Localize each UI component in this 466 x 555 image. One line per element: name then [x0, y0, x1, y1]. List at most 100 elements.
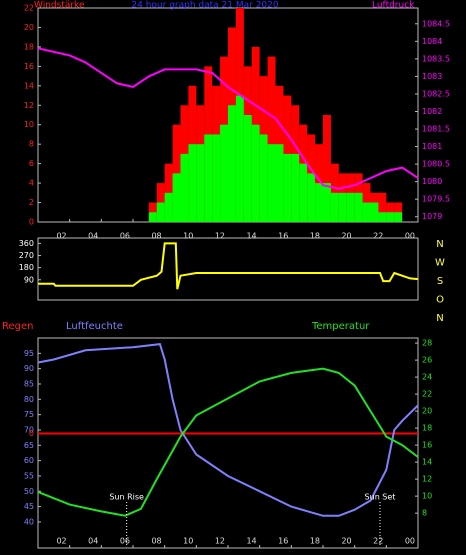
y-axis-label: Windstärke: [34, 1, 85, 11]
x-tick-label: 16: [278, 232, 288, 241]
wind-bar: [323, 183, 331, 222]
legend-humidity: Luftfeuchte: [66, 321, 123, 332]
y-tick-label: 90: [24, 275, 34, 284]
x-tick-label: 00: [405, 537, 415, 546]
y-tick-label: 50: [24, 487, 34, 496]
y-tick-label: 0: [29, 218, 34, 227]
wind-bar: [267, 56, 276, 222]
y-tick-label: 90: [24, 364, 34, 373]
wind-bar: [370, 202, 379, 222]
x-tick-label: 20: [341, 232, 351, 241]
y2-tick-label: 1082.5: [422, 89, 450, 98]
y-tick-label: 6: [29, 159, 34, 168]
y2-tick-label: 12: [422, 475, 432, 484]
wind-bar: [156, 202, 165, 222]
series-line: [37, 343, 419, 517]
x-tick-label: 22: [373, 537, 383, 546]
wind-bar: [386, 212, 395, 222]
y2-tick-label: 1083: [422, 72, 442, 81]
y-tick-label: 2: [29, 198, 34, 207]
y2-tick-label: 1080: [422, 177, 442, 186]
series-line: [37, 47, 419, 190]
x-tick-label: 22: [373, 232, 383, 241]
y2-tick-label: 1080.5: [422, 160, 450, 169]
y2-tick-label: 10: [422, 492, 432, 501]
y-tick-label: 60: [24, 456, 34, 465]
y-tick-label: 14: [24, 81, 34, 90]
x-tick-label: 04: [88, 537, 98, 546]
x-tick-label: 06: [120, 232, 130, 241]
y2-tick-label: 14: [422, 458, 432, 467]
y-tick-label: 65: [24, 441, 34, 450]
wind-bar: [267, 144, 276, 222]
compass-label: O: [436, 295, 444, 306]
wind-bar: [220, 124, 228, 222]
wind-bar: [291, 153, 300, 222]
compass-label: N: [436, 313, 443, 324]
y-tick-label: 10: [24, 120, 34, 129]
x-tick-label: 10: [183, 232, 193, 241]
wind-bar: [354, 192, 363, 222]
rain-tick-label: 0: [29, 429, 34, 438]
y2-tick-label: 1084.5: [422, 19, 450, 28]
x-tick-label: 02: [56, 232, 66, 241]
x-tick-label: 12: [215, 232, 225, 241]
y-tick-label: 22: [24, 4, 34, 13]
y2-tick-label: 8: [422, 509, 427, 518]
y-tick-label: 16: [24, 62, 34, 71]
wind-bar: [338, 192, 347, 222]
y-tick-label: 95: [24, 349, 34, 358]
wind-bar: [188, 144, 197, 222]
wind-bar: [148, 212, 157, 222]
y2-tick-label: 22: [422, 390, 432, 399]
x-tick-label: 00: [405, 232, 415, 241]
compass-label: N: [436, 239, 443, 250]
series-line: [38, 242, 419, 290]
y-tick-label: 40: [24, 517, 34, 526]
y2-tick-label: 1084: [422, 37, 442, 46]
y2-tick-label: 24: [422, 373, 432, 382]
compass-label: S: [437, 276, 443, 287]
wind-bar: [346, 192, 355, 222]
direction-frame: [37, 237, 419, 301]
wind-bar: [330, 192, 339, 222]
y2-tick-label: 26: [422, 356, 432, 365]
wind-bar: [323, 115, 331, 222]
x-tick-label: 14: [246, 537, 256, 546]
chart-title: 24 hour graph data 21 Mar 2020: [131, 1, 278, 11]
y-tick-label: 8: [29, 140, 34, 149]
y2-tick-label: 1081.5: [422, 125, 450, 134]
wind-bar: [204, 134, 213, 222]
x-tick-label: 08: [151, 232, 161, 241]
y-tick-label: 85: [24, 379, 34, 388]
y2-tick-label: 16: [422, 441, 432, 450]
x-tick-label: 16: [278, 537, 288, 546]
wind-bar: [164, 192, 173, 222]
wind-bar: [394, 212, 403, 222]
x-tick-label: 20: [341, 537, 351, 546]
y-tick-label: 270: [19, 251, 34, 260]
y2-tick-label: 18: [422, 424, 432, 433]
y-tick-label: 12: [24, 101, 34, 110]
y-tick-label: 75: [24, 410, 34, 419]
x-tick-label: 08: [151, 537, 161, 546]
x-tick-label: 14: [246, 232, 256, 241]
series-line: [37, 367, 419, 517]
wind-bar: [378, 212, 387, 222]
annotation-label: Sun Rise: [109, 493, 144, 502]
x-tick-label: 10: [183, 537, 193, 546]
x-tick-label: 12: [215, 537, 225, 546]
y-tick-label: 18: [24, 42, 34, 51]
legend-rain: Regen: [2, 321, 34, 332]
y-tick-label: 360: [19, 239, 34, 248]
wind-bar: [180, 153, 189, 222]
wind-bar: [275, 144, 284, 222]
x-tick-label: 18: [310, 232, 320, 241]
wind-bar: [307, 173, 316, 222]
wind-bar: [283, 153, 292, 222]
wind-bar: [212, 134, 221, 222]
y-tick-label: 4: [29, 179, 34, 188]
y-tick-label: 80: [24, 395, 34, 404]
